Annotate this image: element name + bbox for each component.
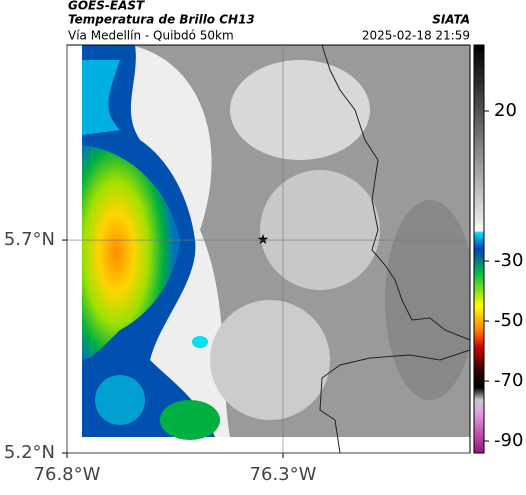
y-tick-label: 5.7°N	[4, 229, 55, 250]
colorbar-tick-label: -30	[494, 250, 523, 271]
colorbar-tick-label: -90	[494, 430, 523, 451]
border	[319, 349, 471, 454]
y-tick-label: 5.2°N	[4, 442, 55, 463]
colorbar-tick-label: -70	[494, 370, 523, 391]
x-tick-label: 76.3°W	[250, 464, 317, 485]
x-tick-label: 76.8°W	[34, 464, 101, 485]
imagery	[82, 45, 470, 440]
source: SIATA	[432, 13, 470, 27]
route: Vía Medellín - Quibdó 50km	[68, 29, 234, 43]
datetime: 2025-02-18 21:59	[362, 29, 470, 43]
colorbar-tick-label: -50	[494, 310, 523, 331]
colorbar	[473, 44, 485, 454]
ticks: 76.8°W 76.3°W 5.7°N 5.2°N 20 -30 -50 -70 -90	[4, 45, 523, 485]
satellite: GOES-EAST	[68, 0, 145, 13]
colorbar-tick-label: 20	[494, 100, 517, 121]
product: Temperatura de Brillo CH13	[68, 13, 255, 27]
